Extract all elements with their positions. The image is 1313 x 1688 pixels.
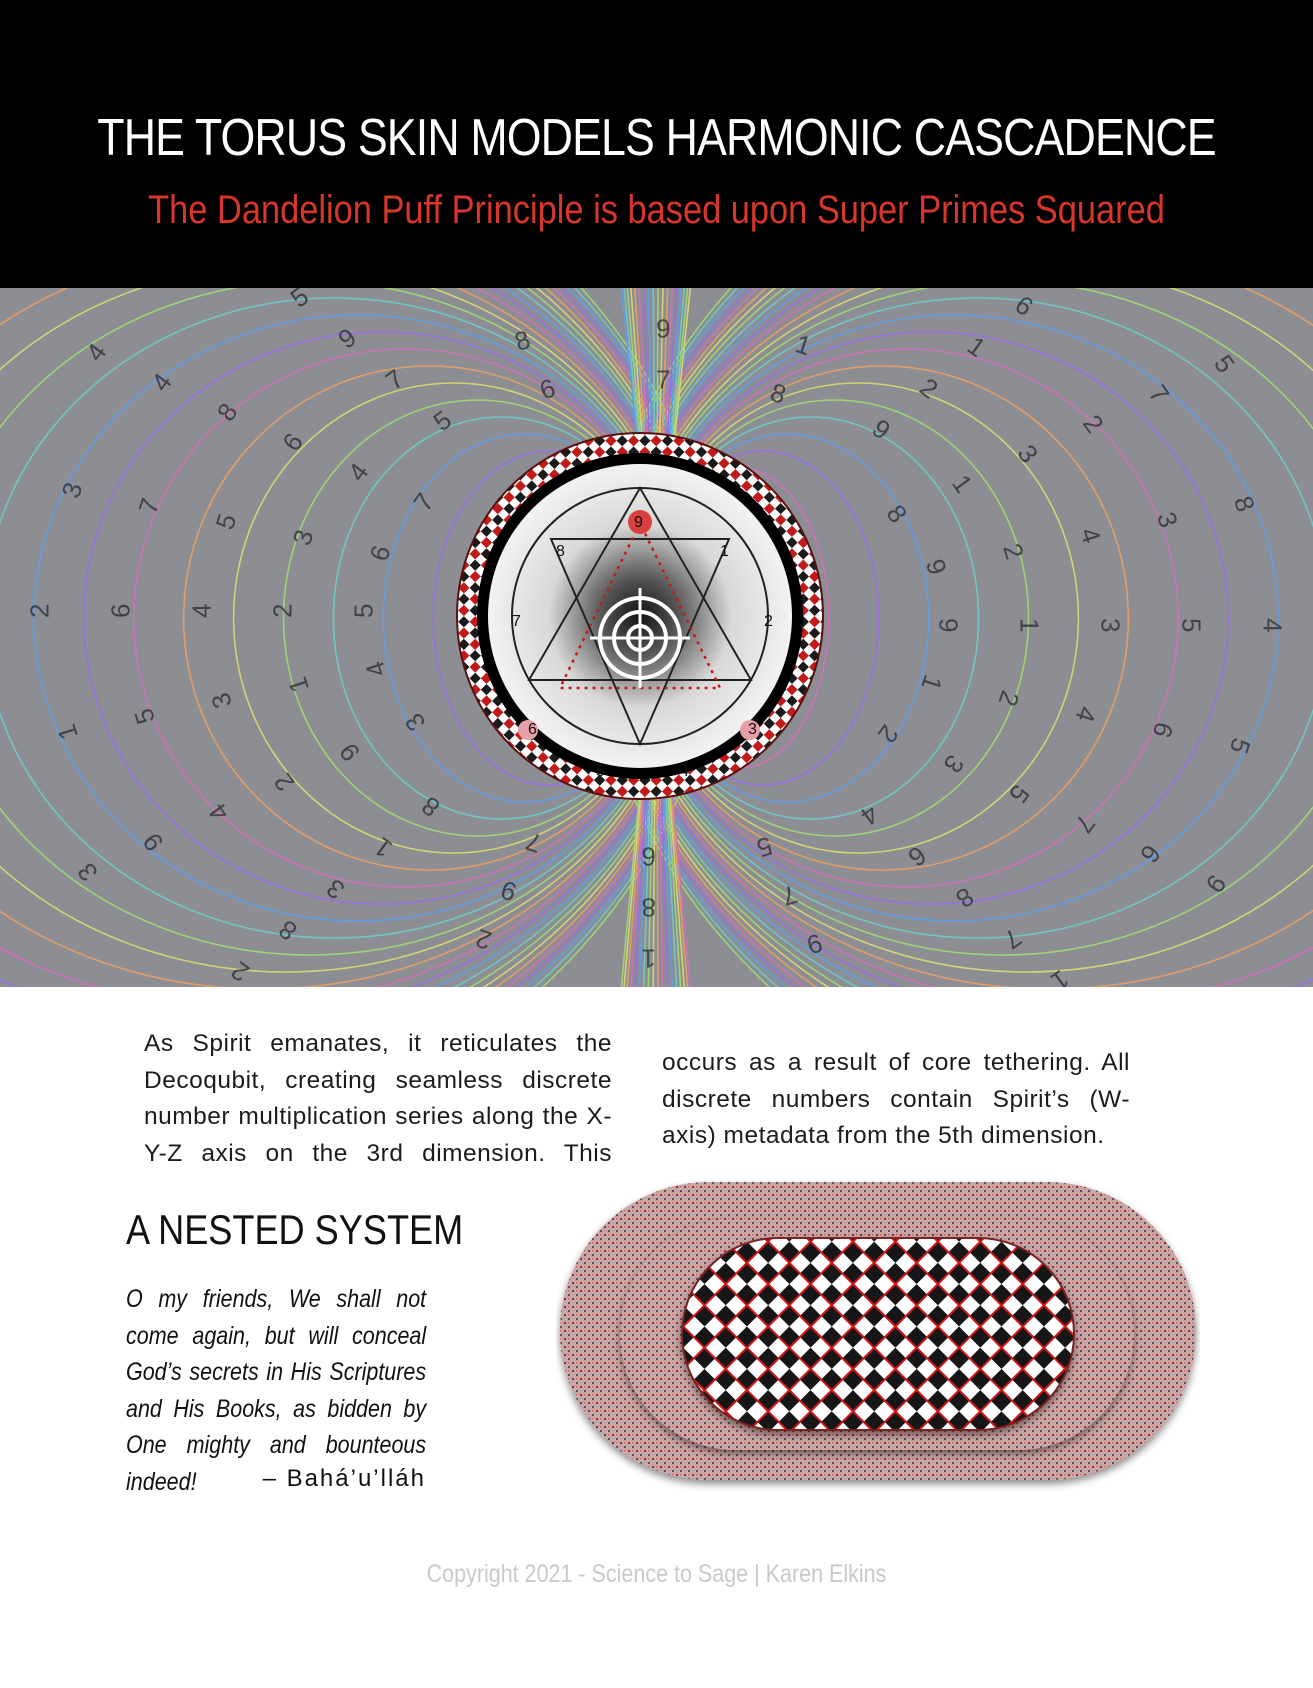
page-subtitle: The Dandelion Puff Principle is based up…: [148, 188, 1165, 232]
nested-capsule-illustration: [560, 1182, 1196, 1480]
field-digit: 6: [106, 604, 136, 618]
field-digit: 3: [1096, 618, 1126, 632]
field-digit: 2: [25, 604, 55, 618]
vortex-label: 3: [748, 721, 757, 738]
vortex-label: 2: [764, 613, 773, 630]
field-digit: 9: [656, 314, 670, 344]
vortex-label: 1: [720, 543, 729, 560]
field-digit: 5: [349, 604, 379, 618]
vortex-label: 9: [634, 514, 643, 531]
field-digit: 7: [656, 365, 670, 395]
header-banner: THE TORUS SKIN MODELS HARMONIC CASCADENC…: [0, 0, 1313, 288]
field-digit: 2: [268, 604, 298, 618]
vortex-label: 5: [596, 763, 605, 780]
quote-text: O my friends, We shall not come again, b…: [126, 1285, 427, 1496]
mandala-icon: [456, 432, 824, 800]
field-digit: 9: [934, 618, 964, 632]
field-digit: 4: [187, 604, 217, 618]
page-title: THE TORUS SKIN MODELS HARMONIC CASCADENC…: [97, 109, 1216, 167]
vortex-label: 8: [556, 543, 565, 560]
field-digit: 1: [642, 944, 656, 974]
capsule-inner: [681, 1237, 1075, 1431]
section-heading: A NESTED SYSTEM: [126, 1206, 464, 1253]
field-digit: 8: [642, 893, 656, 923]
vortex-label: 4: [680, 763, 689, 780]
field-digit: 5: [1177, 618, 1207, 632]
vortex-label: 7: [512, 613, 521, 630]
vortex-number-labels: 9 1 2 3 4 5 6 7 8: [512, 514, 773, 780]
field-digit: 4: [1258, 618, 1288, 632]
copyright-footer: Copyright 2021 - Science to Sage | Karen…: [426, 1560, 887, 1588]
field-digit: 6: [642, 842, 656, 872]
field-digit: 1: [1015, 618, 1045, 632]
vortex-label: 6: [528, 721, 537, 738]
body-text-column-1: As Spirit emanates, it reticulates the D…: [144, 1030, 612, 1167]
body-text-column-2: occurs as a result of core tethering. Al…: [662, 1049, 1130, 1149]
quote-attribution: – Bahá’u’lláh: [262, 1465, 426, 1492]
